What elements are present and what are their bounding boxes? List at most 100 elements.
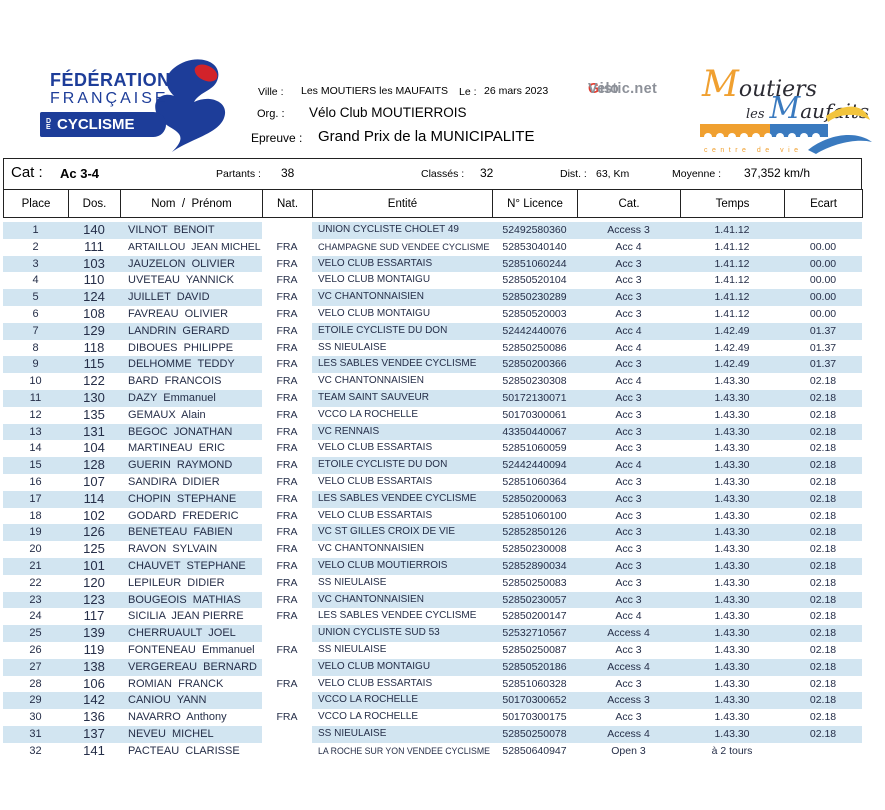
table-row: 26 119 FONTENEAU Emmanuel FRA SS NIEULAISE 52… [3,641,862,659]
cell-licence: 52850230289 [502,291,567,304]
cell-dos: 101 [83,557,105,573]
cell-temps: 1.43.30 [714,627,750,640]
cell-dos: 138 [83,658,105,674]
cell-nom: FAVREAU OLIVIER [128,307,229,320]
cell-ecart [784,743,862,760]
cell-temps: 1.43.30 [714,660,750,673]
cell-ecart: 01.37 [809,341,837,354]
cell-cat: Acc 3 [615,492,642,505]
cell-nom: UVETEAU YANNICK [128,274,234,287]
cell-licence: 52850200147 [502,610,567,623]
cell-cat: Acc 3 [615,543,642,556]
bridge-icon [700,124,828,141]
cell-temps: 1.43.30 [714,694,750,707]
partants-value: 38 [281,166,295,180]
cell-temps: à 2 tours [711,744,753,757]
table-row: 18 102 GODARD FREDERIC FRA VELO CLUB ESSARTA… [3,507,862,525]
table-row: 24 117 SICILIA JEAN PIERRE FRA LES SABLES VE… [3,608,862,626]
cell-dos: 120 [83,574,105,590]
cell-temps: 1.43.30 [714,677,750,690]
cell-dos: 106 [83,675,105,691]
cell-temps: 1.43.30 [714,425,750,438]
cell-dos: 103 [83,255,105,271]
cell-ecart: 02.18 [809,559,837,572]
table-row: 32 141 PACTEAU CLARISSE LA ROCHE SUR YON VE… [3,742,862,760]
table-row: 28 106 ROMIAN FRANCK FRA VELO CLUB ESSARTAIS… [3,675,862,693]
cell-nom: JUILLET DAVID [128,291,210,304]
cell-dos: 124 [83,289,105,305]
cell-temps: 1.43.30 [714,492,750,505]
cell-nat: FRA [262,473,312,491]
cell-ecart: 00.00 [809,291,837,304]
cell-cat: Access 3 [607,224,650,236]
cell-ecart: 02.18 [809,694,837,707]
cell-entite: VC CHANTONNAISIEN [318,593,424,605]
cell-cat: Acc 4 [615,375,642,388]
moutiers-logo-graphic: Moutiers lesMaufaits centre de vie [700,64,872,154]
cell-nat: FRA [262,574,312,592]
cell-place: 7 [32,324,39,337]
svg-text:Moutiers: Moutiers [701,64,817,105]
cell-nat [262,692,312,710]
cell-nom: ARTAILLOU JEAN MICHEL [128,240,261,253]
cell-nom: BOUGEOIS MATHIAS [128,593,241,606]
cell-temps: 1.41.12 [714,257,750,270]
cell-ecart: 00.00 [809,274,837,287]
table-row: 22 120 LEPILEUR DIDIER FRA SS NIEULAISE 52850… [3,574,862,592]
cell-licence: 52850250086 [502,341,567,354]
cell-ecart: 00.00 [809,240,837,253]
cell-temps: 1.43.30 [714,408,750,421]
cell-cat: Acc 4 [615,610,642,623]
cell-licence: 52850200366 [502,358,567,371]
table-row: 14 104 MARTINEAU ERIC FRA VELO CLUB ESSARTAI… [3,440,862,458]
cell-licence: 52850200063 [502,492,567,505]
cell-entite: VCCO LA ROCHELLE [318,711,419,723]
cell-nom: CANIOU YANN [128,694,207,707]
cell-dos: 107 [83,473,105,489]
cell-dos: 129 [83,322,105,338]
cell-dos: 125 [83,541,105,557]
cell-place: 2 [32,240,39,253]
cell-temps: 1.43.30 [714,526,750,539]
cell-cat: Acc 3 [615,391,642,404]
cell-ecart: 02.18 [809,425,837,438]
cell-licence: 52442440094 [502,459,567,472]
cell-place: 32 [29,744,42,757]
cell-nom: CHOPIN STEPHANE [128,492,237,505]
cell-entite: ETOILE CYCLISTE DU DON [318,324,448,336]
cell-licence: 52851060059 [502,442,567,455]
cell-licence: 52850250087 [502,643,567,656]
cell-ecart: 01.37 [809,358,837,371]
cell-cat: Access 4 [607,660,650,673]
cell-dos: 123 [83,591,105,607]
cell-temps: 1.42.49 [714,358,750,371]
cell-licence: 52850520104 [502,274,567,287]
column-header-cat: Cat. [577,189,681,218]
cell-cat: Acc 4 [615,324,642,337]
cell-nom: LEPILEUR DIDIER [128,576,225,589]
org-value: Vélo Club MOUTIERROIS [309,105,467,120]
cell-nom: FONTENEAU Emmanuel [128,643,255,656]
cell-place: 15 [29,459,42,472]
cell-temps: 1.43.30 [714,576,750,589]
cell-nat: FRA [262,272,312,290]
cell-licence: 50170300061 [502,408,567,421]
cell-ecart: 02.18 [809,627,837,640]
cell-entite: VC RENNAIS [318,425,380,437]
moutiers-tagline: centre de vie [704,147,803,154]
table-row: 21 101 CHAUVET STEPHANE FRA VELO CLUB MOUTIE… [3,557,862,575]
cell-licence: 52852850126 [502,526,567,539]
table-row: 31 137 NEVEU MICHEL SS NIEULAISE 52850250078… [3,725,862,743]
cell-temps: 1.43.30 [714,475,750,488]
cell-place: 21 [29,559,42,572]
cell-ecart: 02.18 [809,660,837,673]
partants-label: Partants : [216,168,261,180]
column-header-place: Place [3,189,69,218]
cell-entite: UNION CYCLISTE SUD 53 [318,627,440,639]
cell-ecart: 02.18 [809,459,837,472]
cell-ecart [784,222,862,239]
cell-nom: SICILIA JEAN PIERRE [128,610,244,623]
velogistic-suffix: istic.net [599,81,658,97]
cell-cat: Acc 3 [615,408,642,421]
cell-entite: VC ST GILLES CROIX DE VIE [318,526,456,538]
